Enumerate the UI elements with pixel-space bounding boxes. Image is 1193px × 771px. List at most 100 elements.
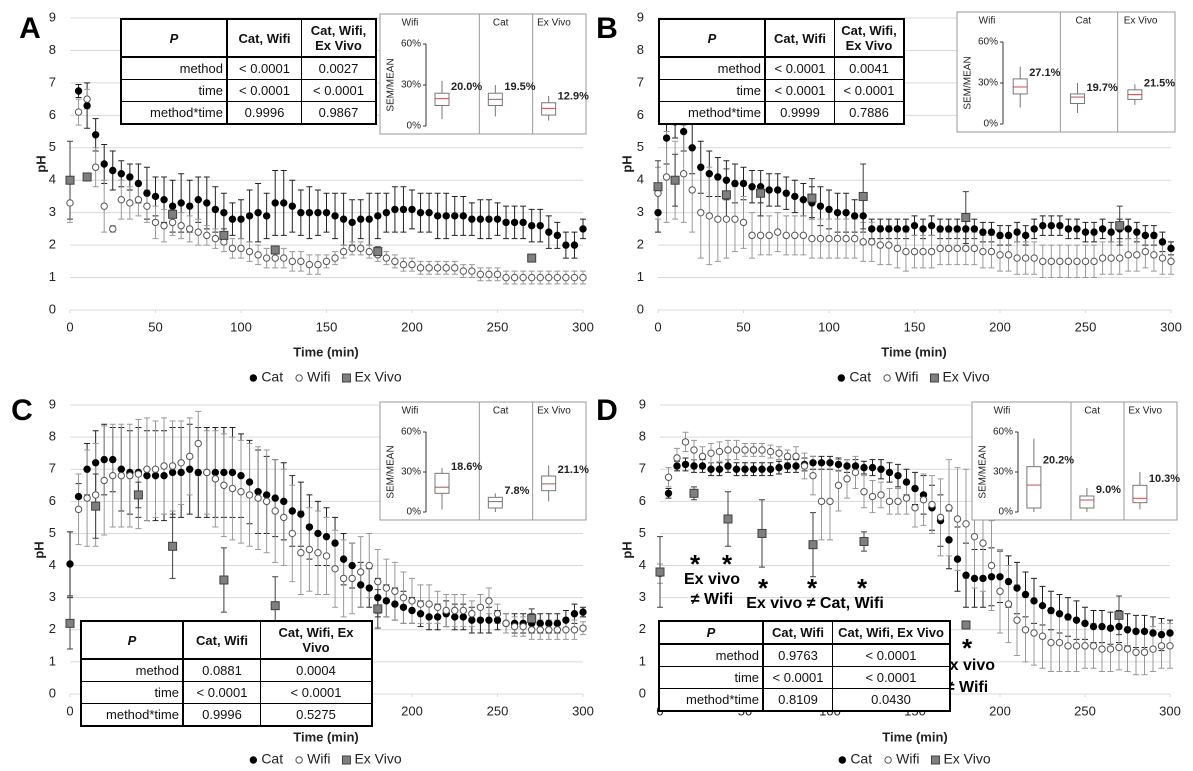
marker [936, 513, 945, 522]
table-cell: method [80, 658, 184, 682]
marker [211, 475, 220, 483]
box-label: 10.3% [1149, 473, 1180, 485]
box [541, 475, 557, 492]
marker [228, 468, 237, 477]
marker [970, 574, 979, 583]
marker [433, 264, 442, 272]
table-cell: 0.9996 [182, 703, 261, 727]
marker [731, 215, 739, 223]
marker [502, 218, 510, 227]
marker [1133, 251, 1141, 259]
marker [357, 244, 365, 253]
marker [758, 465, 766, 473]
marker [697, 208, 705, 217]
marker [1167, 244, 1175, 253]
marker [1106, 645, 1115, 653]
marker [322, 552, 331, 560]
marker [1030, 629, 1038, 637]
inset-y-label: SEM/MEAN [386, 58, 397, 111]
marker [722, 215, 731, 223]
marker [791, 231, 799, 240]
table-cell: < 0.0001 [764, 79, 835, 102]
y-tick-label: 4 [637, 172, 644, 187]
marker [117, 170, 126, 178]
marker [1141, 231, 1150, 240]
marker [536, 619, 544, 628]
legend-marker [249, 374, 258, 382]
marker [1115, 622, 1123, 631]
marker [868, 238, 876, 246]
marker [816, 234, 825, 243]
marker [945, 536, 953, 544]
marker [194, 468, 202, 477]
marker [970, 532, 979, 541]
marker [65, 618, 75, 628]
marker [817, 459, 826, 467]
y-tick-label: 6 [637, 107, 644, 122]
marker [280, 254, 288, 262]
significance-star: * [690, 549, 701, 579]
y-tick-label: 1 [49, 653, 56, 668]
table-cell: Cat, Wifi, Ex Vivo [832, 620, 951, 645]
marker [816, 202, 825, 210]
box-label: 20.2% [1043, 455, 1074, 467]
marker [775, 449, 783, 457]
marker [493, 616, 502, 624]
marker [868, 225, 876, 233]
marker [1021, 590, 1030, 599]
marker [91, 501, 101, 511]
y-tick-label: 5 [49, 525, 56, 540]
marker [331, 565, 339, 573]
marker [1013, 254, 1021, 262]
y-tick-label: 0 [637, 301, 644, 316]
marker [851, 468, 860, 477]
marker [382, 208, 391, 217]
marker [664, 489, 673, 498]
marker [705, 170, 713, 178]
marker [859, 536, 869, 546]
y-tick-label: 1 [639, 653, 646, 668]
marker [177, 468, 185, 477]
y-tick-label: 5 [639, 525, 646, 540]
marker [331, 212, 339, 220]
inset-box-name: Ex Vivo [537, 406, 571, 417]
inset-y-label: SEM/MEAN [963, 56, 974, 109]
marker [288, 507, 296, 515]
marker [425, 613, 433, 621]
marker [220, 468, 228, 477]
marker [468, 610, 476, 618]
marker [365, 247, 373, 256]
marker [391, 600, 399, 608]
table-cell: Cat, Wifi, Ex Vivo [834, 18, 905, 58]
marker [654, 208, 662, 217]
marker [707, 449, 715, 457]
marker [562, 273, 570, 282]
marker [1149, 645, 1157, 653]
marker [860, 488, 868, 496]
marker [970, 244, 979, 253]
x-tick-label: 300 [1160, 319, 1182, 334]
marker [211, 205, 220, 214]
marker [245, 491, 254, 499]
y-tick-label: 0 [639, 685, 646, 700]
inset-frame [379, 13, 587, 135]
marker [177, 199, 185, 207]
marker [485, 215, 493, 223]
table-row: P Cat, Wifi Cat, Wifi, Ex Vivo [80, 620, 373, 660]
panel-label: D [596, 394, 618, 427]
marker [715, 447, 724, 456]
marker [792, 462, 800, 470]
y-tick-label: 8 [639, 429, 646, 444]
marker [673, 462, 681, 470]
marker [262, 491, 271, 499]
marker [842, 234, 850, 243]
marker [902, 494, 911, 502]
marker [858, 191, 868, 201]
marker [262, 254, 271, 262]
marker [962, 520, 970, 528]
marker [945, 225, 953, 233]
inset-box-name: Wifi [402, 18, 419, 29]
marker [100, 455, 108, 464]
marker [877, 491, 885, 499]
table-cell: time [120, 79, 228, 102]
